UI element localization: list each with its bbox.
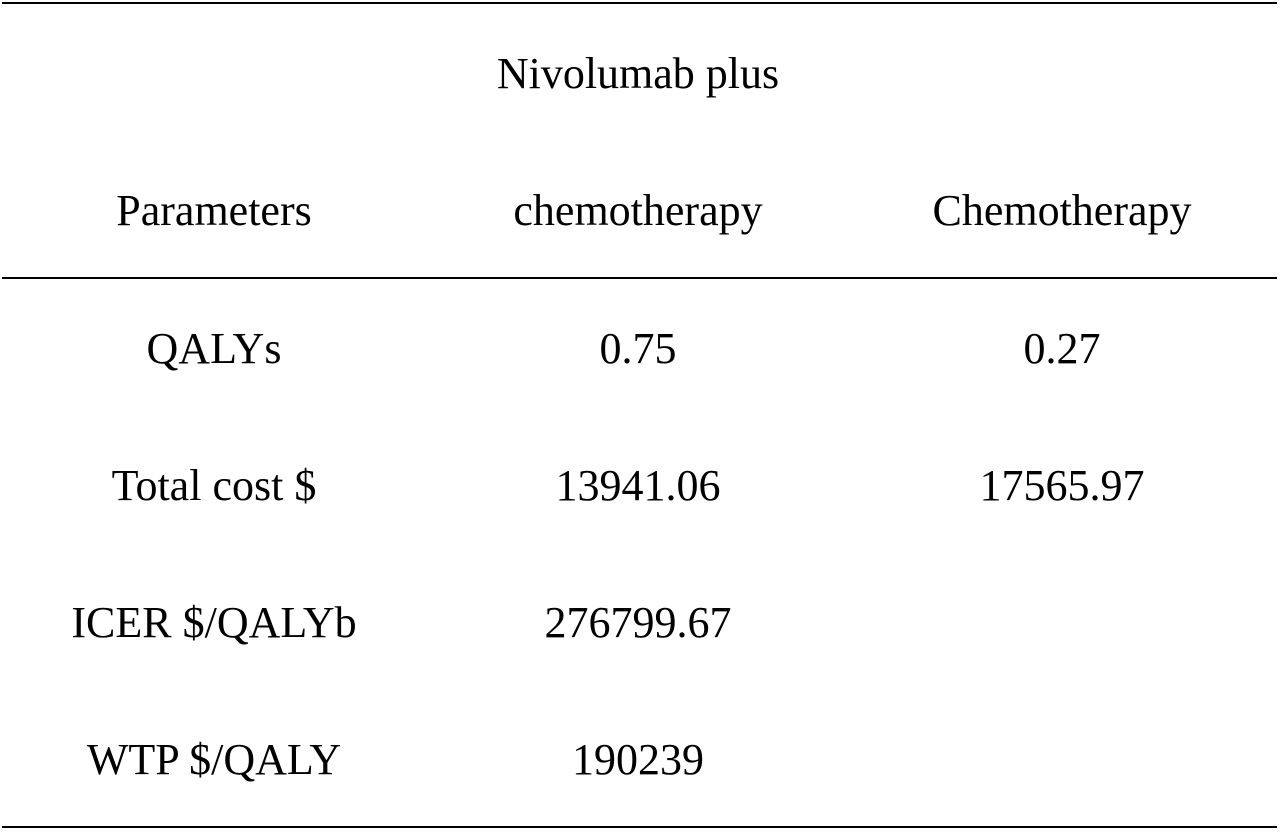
table-bottom-rule [2,826,1277,828]
row-wtp-chemo [850,734,1274,786]
header-nivolumab-chemo-line1: Nivolumab plus [496,49,780,98]
header-parameters: Parameters [116,186,312,235]
row-wtp-label: WTP $/QALY [86,735,342,784]
row-total-cost-chemo: 17565.97 [979,461,1145,510]
row-icer-label: ICER $/QALYb [71,598,357,647]
row-total-cost-nivo-chemo: 13941.06 [555,461,721,510]
row-icer-nivo-chemo: 276799.67 [544,598,732,647]
table-top-rule [2,2,1277,4]
row-icer-chemo [850,597,1274,649]
row-wtp-nivo-chemo: 190239 [572,735,704,784]
header-nivolumab-chemo-line2: chemotherapy [513,186,763,235]
row-qalys-label: QALYs [146,324,282,373]
row-qalys-nivo-chemo: 0.75 [599,324,677,373]
row-qalys-chemo: 0.27 [1023,324,1101,373]
row-total-cost-label: Total cost $ [111,461,317,510]
table-header-rule [2,277,1277,279]
header-chemotherapy: Chemotherapy [932,186,1192,235]
